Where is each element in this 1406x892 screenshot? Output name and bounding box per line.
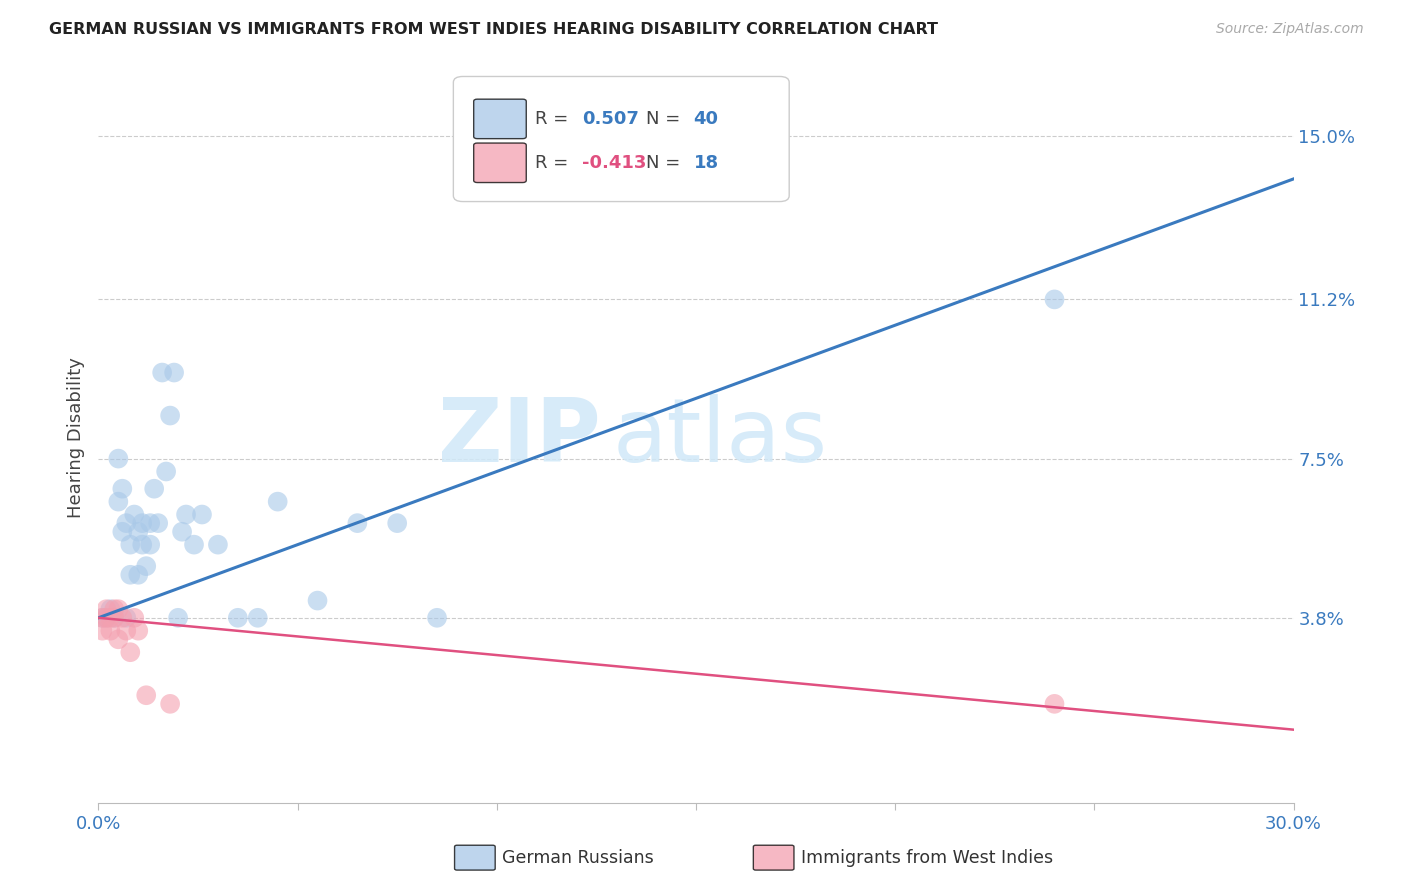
Point (96, 602, 118, 616)
Point (163, 366, 186, 380)
Point (346, 516, 368, 530)
Point (159, 409, 181, 423)
Point (98, 611, 122, 625)
Point (385, 516, 409, 530)
Text: R =: R = (534, 153, 574, 172)
Text: German Russians: German Russians (502, 848, 654, 867)
Point (115, 516, 138, 530)
Point (139, 538, 162, 552)
Point (107, 494, 129, 508)
Text: GERMAN RUSSIAN VS IMMIGRANTS FROM WEST INDIES HEARING DISABILITY CORRELATION CHA: GERMAN RUSSIAN VS IMMIGRANTS FROM WEST I… (49, 22, 938, 37)
Point (120, 538, 142, 552)
Text: Immigrants from West Indies: Immigrants from West Indies (801, 848, 1053, 867)
Point (267, 494, 290, 508)
Point (127, 567, 149, 582)
Text: ZIP: ZIP (437, 393, 600, 481)
FancyBboxPatch shape (453, 77, 789, 202)
Text: Source: ZipAtlas.com: Source: ZipAtlas.com (1216, 22, 1364, 37)
Point (120, 645, 142, 659)
Point (96, 611, 118, 625)
Point (96, 611, 118, 625)
Point (127, 524, 149, 539)
Point (111, 611, 134, 625)
Point (115, 611, 138, 625)
Text: -0.413: -0.413 (582, 153, 647, 172)
Point (307, 593, 329, 607)
Point (183, 538, 205, 552)
Point (115, 624, 138, 638)
Point (150, 366, 173, 380)
Point (98, 624, 122, 638)
Point (207, 538, 229, 552)
Point (131, 538, 153, 552)
Point (155, 465, 177, 479)
Point (167, 611, 190, 625)
Text: 40: 40 (693, 110, 718, 128)
Point (1043, 697, 1066, 711)
Point (98, 602, 122, 616)
Y-axis label: Hearing Disability: Hearing Disability (66, 357, 84, 517)
Point (91, 611, 114, 625)
FancyBboxPatch shape (474, 99, 526, 138)
Point (120, 567, 142, 582)
Point (103, 602, 125, 616)
Point (135, 559, 157, 574)
Point (143, 482, 166, 496)
Point (191, 508, 214, 522)
Text: N =: N = (645, 110, 686, 128)
Point (246, 611, 269, 625)
Point (91, 611, 114, 625)
Text: atlas: atlas (613, 393, 828, 481)
Point (159, 697, 181, 711)
Point (1043, 293, 1066, 307)
Point (91, 624, 114, 638)
Text: R =: R = (534, 110, 574, 128)
Point (127, 624, 149, 638)
Point (174, 508, 197, 522)
Point (124, 611, 146, 625)
Text: 0.507: 0.507 (582, 110, 640, 128)
FancyBboxPatch shape (454, 846, 495, 870)
Point (172, 524, 194, 539)
Point (139, 516, 162, 530)
Point (426, 611, 449, 625)
Point (124, 508, 146, 522)
Point (107, 632, 129, 647)
Text: N =: N = (645, 153, 686, 172)
FancyBboxPatch shape (754, 846, 794, 870)
Point (107, 451, 129, 466)
FancyBboxPatch shape (474, 143, 526, 183)
Point (135, 688, 157, 702)
Text: 18: 18 (693, 153, 718, 172)
Point (111, 482, 134, 496)
Point (226, 611, 249, 625)
Point (107, 602, 129, 616)
Point (103, 611, 125, 625)
Point (103, 611, 125, 625)
Point (148, 516, 170, 530)
Point (111, 524, 134, 539)
Point (131, 516, 153, 530)
